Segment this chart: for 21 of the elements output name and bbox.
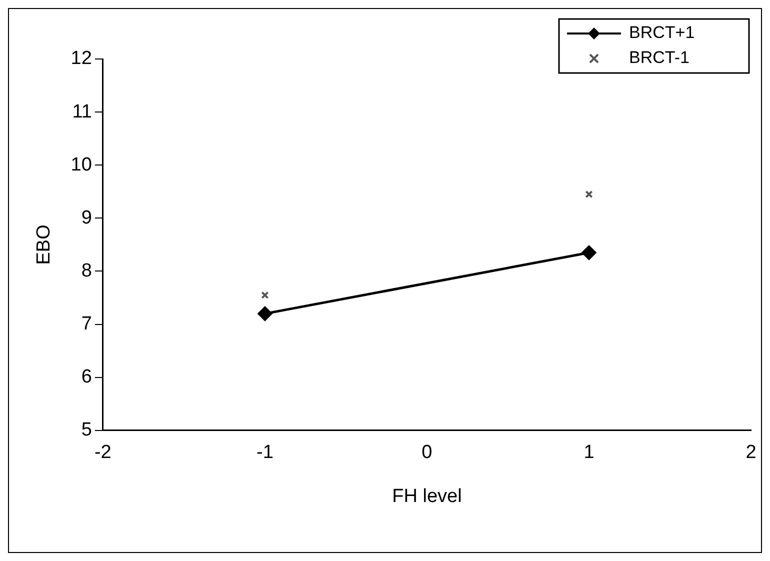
point <box>257 306 272 322</box>
y-tick-label: 6 <box>81 366 92 388</box>
x-tick-label: -1 <box>256 442 274 464</box>
x-tick-label: -2 <box>94 442 112 464</box>
y-tick-label: 10 <box>70 154 92 176</box>
legend-label: BRCT+1 <box>629 23 695 42</box>
y-tick-label: 8 <box>81 260 92 282</box>
x-tick-label: 1 <box>584 442 594 464</box>
legend-label: BRCT-1 <box>629 48 690 68</box>
y-tick-label: 12 <box>70 48 92 70</box>
y-axis-title: EBO <box>34 224 55 265</box>
x-tick-label: 2 <box>746 442 756 464</box>
y-tick-label: 11 <box>72 101 92 122</box>
point <box>585 190 593 198</box>
y-tick-label: 7 <box>81 314 92 335</box>
x-axis-title: FH level <box>392 486 462 507</box>
x-tick-label: 0 <box>422 442 432 464</box>
point <box>581 245 596 260</box>
point <box>261 291 269 299</box>
y-tick-label: 9 <box>81 207 92 228</box>
y-tick-label: 5 <box>81 420 92 441</box>
